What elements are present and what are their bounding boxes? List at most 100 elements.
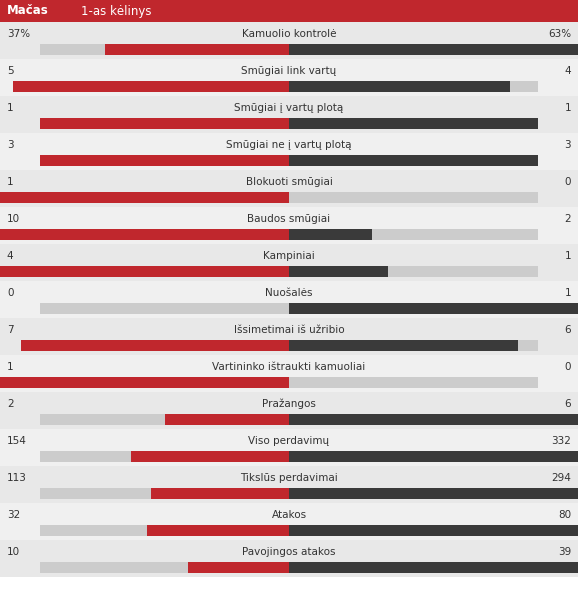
Bar xyxy=(0,22,578,59)
Text: 2: 2 xyxy=(7,399,13,409)
Text: Smūgiai link vartų: Smūgiai link vartų xyxy=(242,66,336,76)
Bar xyxy=(40,192,538,202)
Bar xyxy=(0,503,578,540)
Text: 2: 2 xyxy=(565,214,571,224)
Text: Nuošalės: Nuošalės xyxy=(265,288,313,298)
Bar xyxy=(40,229,538,240)
Text: 113: 113 xyxy=(7,473,27,483)
Text: 39: 39 xyxy=(558,547,571,557)
Text: 1: 1 xyxy=(7,177,13,187)
Text: 4: 4 xyxy=(7,251,13,261)
Bar xyxy=(131,451,289,461)
Text: Smūgiai ne į vartų plotą: Smūgiai ne į vartų plotą xyxy=(226,140,352,150)
Bar xyxy=(40,118,289,129)
Text: Blokuoti smūgiai: Blokuoti smūgiai xyxy=(246,177,332,187)
Bar xyxy=(187,562,289,572)
Bar xyxy=(0,0,578,22)
Bar xyxy=(0,207,578,244)
Bar xyxy=(289,562,578,572)
Bar xyxy=(289,155,538,166)
Text: 6: 6 xyxy=(565,325,571,335)
Bar xyxy=(0,96,578,133)
Text: Mačas: Mačas xyxy=(7,5,49,18)
Text: 294: 294 xyxy=(551,473,571,483)
Text: 80: 80 xyxy=(558,510,571,520)
Bar xyxy=(151,488,289,499)
Text: Vartininko ištraukti kamuoliai: Vartininko ištraukti kamuoliai xyxy=(212,362,366,372)
Bar xyxy=(21,340,289,350)
Text: 7: 7 xyxy=(7,325,13,335)
Bar xyxy=(40,81,538,91)
Bar xyxy=(289,44,578,54)
Bar xyxy=(40,118,538,129)
Text: 3: 3 xyxy=(565,140,571,150)
Bar xyxy=(0,266,289,277)
Text: Atakos: Atakos xyxy=(272,510,306,520)
Text: Išsimetimai iš užribio: Išsimetimai iš užribio xyxy=(234,325,344,335)
Bar xyxy=(40,155,289,166)
Bar xyxy=(0,355,578,392)
Text: 3: 3 xyxy=(7,140,13,150)
Bar xyxy=(289,488,578,499)
Bar xyxy=(147,525,289,536)
Bar xyxy=(40,525,538,536)
Text: 63%: 63% xyxy=(548,29,571,39)
Text: 4: 4 xyxy=(565,66,571,76)
Bar xyxy=(0,540,578,577)
Bar xyxy=(289,451,578,461)
Text: 10: 10 xyxy=(7,214,20,224)
Bar xyxy=(105,44,289,54)
Bar xyxy=(165,414,289,425)
Text: Viso perdavimų: Viso perdavimų xyxy=(249,436,329,446)
Bar xyxy=(0,229,289,240)
Bar xyxy=(0,59,578,96)
Text: 6: 6 xyxy=(565,399,571,409)
Text: 332: 332 xyxy=(551,436,571,446)
Text: Smūgiai į vartų plotą: Smūgiai į vartų plotą xyxy=(234,103,344,113)
Bar xyxy=(289,525,578,536)
Text: 1: 1 xyxy=(565,251,571,261)
Bar xyxy=(0,466,578,503)
Text: 0: 0 xyxy=(7,288,13,298)
Text: 32: 32 xyxy=(7,510,20,520)
Bar xyxy=(0,192,289,202)
Text: 1-as kėlinys: 1-as kėlinys xyxy=(81,5,151,18)
Bar xyxy=(289,303,578,313)
Text: Pražangos: Pražangos xyxy=(262,399,316,409)
Text: Baudos smūgiai: Baudos smūgiai xyxy=(247,214,331,224)
Text: 37%: 37% xyxy=(7,29,30,39)
Text: Pavojingos atakos: Pavojingos atakos xyxy=(242,547,336,557)
Bar xyxy=(40,562,538,572)
Bar xyxy=(289,229,372,240)
Bar xyxy=(40,377,538,388)
Bar xyxy=(0,281,578,318)
Bar xyxy=(0,429,578,466)
Bar xyxy=(289,81,510,91)
Bar xyxy=(13,81,289,91)
Text: Tikslūs perdavimai: Tikslūs perdavimai xyxy=(240,473,338,483)
Bar xyxy=(40,488,538,499)
Text: 1: 1 xyxy=(7,362,13,372)
Bar xyxy=(0,244,578,281)
Bar xyxy=(40,266,538,277)
Bar xyxy=(0,133,578,170)
Bar xyxy=(40,414,538,425)
Text: 0: 0 xyxy=(565,177,571,187)
Text: 10: 10 xyxy=(7,547,20,557)
Bar xyxy=(40,340,538,350)
Text: 0: 0 xyxy=(565,362,571,372)
Bar xyxy=(0,377,289,388)
Text: 1: 1 xyxy=(565,288,571,298)
Bar xyxy=(289,118,538,129)
Text: 154: 154 xyxy=(7,436,27,446)
Bar xyxy=(289,266,388,277)
Text: 5: 5 xyxy=(7,66,13,76)
Text: 1: 1 xyxy=(7,103,13,113)
Bar xyxy=(0,170,578,207)
Bar xyxy=(40,303,538,313)
Bar xyxy=(289,414,578,425)
Text: 1: 1 xyxy=(565,103,571,113)
Bar xyxy=(0,392,578,429)
Bar xyxy=(289,340,518,350)
Bar xyxy=(0,318,578,355)
